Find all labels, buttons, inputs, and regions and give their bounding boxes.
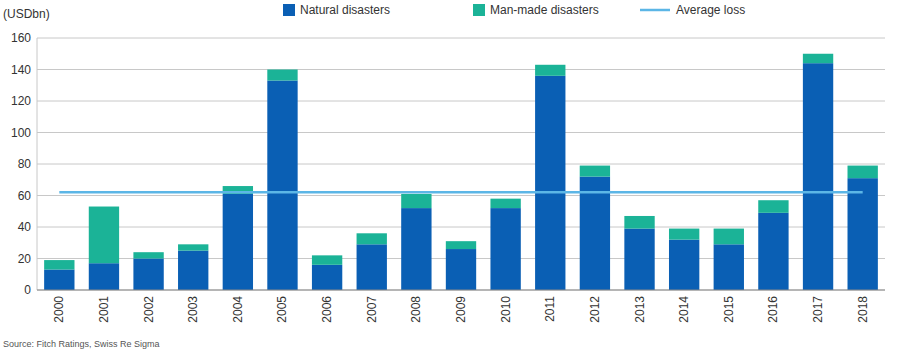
bar	[803, 54, 833, 63]
x-tick-label: 2012	[588, 296, 602, 323]
x-tick-label: 2010	[499, 296, 513, 323]
bar	[267, 70, 297, 81]
y-tick-label: 60	[18, 189, 32, 203]
x-tick-label: 2015	[722, 296, 736, 323]
x-tick-label: 2009	[454, 296, 468, 323]
x-tick-label: 2008	[409, 296, 423, 323]
x-tick-label: 2014	[677, 296, 691, 323]
bar	[669, 229, 699, 240]
y-axis-label: (USDbn)	[3, 7, 50, 21]
grid-line	[37, 290, 885, 291]
bar	[624, 229, 654, 290]
legend-swatch	[640, 9, 670, 12]
bar	[401, 194, 431, 208]
bar	[44, 260, 74, 269]
bar	[714, 229, 744, 245]
bar	[44, 270, 74, 290]
bar	[446, 241, 476, 249]
grid-line	[37, 195, 885, 196]
grid-line	[37, 132, 885, 133]
y-axis-line	[37, 38, 38, 290]
bar	[714, 244, 744, 290]
grid-line	[37, 164, 885, 165]
bar	[89, 207, 119, 264]
y-tick-label: 140	[11, 63, 31, 77]
x-tick-label: 2001	[97, 296, 111, 323]
bar	[178, 251, 208, 290]
plot-area	[44, 54, 878, 290]
bar	[312, 255, 342, 264]
x-tick-label: 2003	[186, 296, 200, 323]
x-tick-label: 2004	[231, 296, 245, 323]
bar	[758, 213, 788, 290]
bar	[490, 208, 520, 290]
legend-swatch	[473, 4, 485, 16]
bar	[535, 65, 565, 76]
bar	[401, 208, 431, 290]
bar	[223, 194, 253, 290]
legend-swatch	[283, 4, 295, 16]
grid-line	[37, 227, 885, 228]
bar	[624, 216, 654, 229]
grid-line	[37, 38, 885, 39]
x-tick-label: 2018	[856, 296, 870, 323]
bar	[758, 200, 788, 213]
x-tick-label: 2000	[52, 296, 66, 323]
bar	[133, 252, 163, 258]
y-tick-label: 100	[11, 126, 31, 140]
bar	[312, 265, 342, 290]
y-tick-label: 160	[11, 31, 31, 45]
x-tick-label: 2005	[275, 296, 289, 323]
x-tick-label: 2016	[766, 296, 780, 323]
y-tick-label: 120	[11, 94, 31, 108]
bar	[580, 177, 610, 290]
legend-label: Man-made disasters	[490, 3, 599, 17]
bar	[669, 240, 699, 290]
grid-line	[37, 69, 885, 70]
bar	[848, 166, 878, 179]
bar	[490, 199, 520, 208]
x-tick-label: 2002	[142, 296, 156, 323]
x-axis-line	[37, 290, 885, 291]
bar	[89, 263, 119, 290]
y-tick-label: 40	[18, 220, 32, 234]
y-tick-label: 80	[18, 157, 32, 171]
x-tick-label: 2013	[633, 296, 647, 323]
bar	[803, 63, 833, 290]
legend-label: Average loss	[676, 3, 745, 17]
bar	[178, 244, 208, 250]
x-tick-label: 2006	[320, 296, 334, 323]
chart: 0 20 40 60 80 100 120 140 160 2000 2001 2002 2003 200…	[0, 0, 900, 351]
bar	[446, 249, 476, 290]
bar	[357, 244, 387, 290]
bar	[848, 178, 878, 290]
x-tick-label: 2017	[811, 296, 825, 323]
y-tick-label: 20	[18, 252, 32, 266]
y-tick-label: 0	[24, 283, 31, 297]
source: Source: Fitch Ratings, Swiss Re Sigma	[3, 339, 160, 349]
bar	[580, 166, 610, 177]
x-tick-label: 2007	[365, 296, 379, 323]
bar	[357, 233, 387, 244]
x-tick-label: 2011	[543, 296, 557, 322]
average-line	[59, 191, 862, 194]
bar	[267, 81, 297, 290]
bar	[133, 259, 163, 291]
bar	[535, 76, 565, 290]
grid-line	[37, 101, 885, 102]
legend-label: Natural disasters	[300, 3, 390, 17]
